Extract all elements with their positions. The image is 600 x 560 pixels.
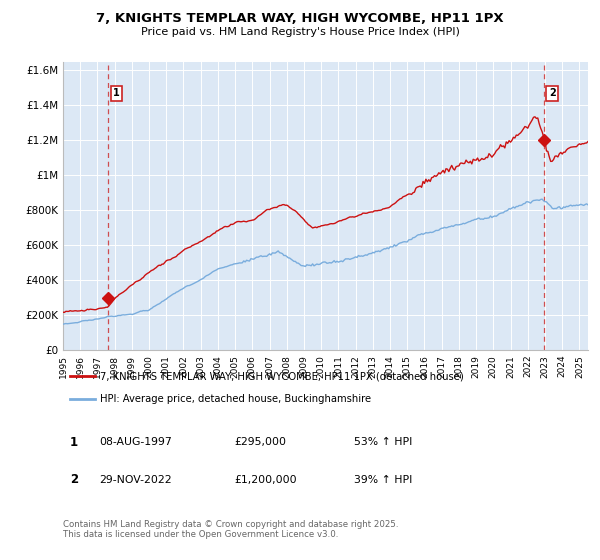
- Text: Contains HM Land Registry data © Crown copyright and database right 2025.
This d: Contains HM Land Registry data © Crown c…: [63, 520, 398, 539]
- Text: 1: 1: [113, 88, 120, 99]
- Text: 08-AUG-1997: 08-AUG-1997: [99, 437, 172, 447]
- Text: 2: 2: [549, 88, 556, 99]
- Text: 1: 1: [70, 436, 78, 449]
- Text: HPI: Average price, detached house, Buckinghamshire: HPI: Average price, detached house, Buck…: [100, 394, 371, 404]
- Text: £295,000: £295,000: [234, 437, 286, 447]
- Text: 29-NOV-2022: 29-NOV-2022: [99, 475, 172, 485]
- Text: Price paid vs. HM Land Registry's House Price Index (HPI): Price paid vs. HM Land Registry's House …: [140, 27, 460, 37]
- Text: 39% ↑ HPI: 39% ↑ HPI: [354, 475, 412, 485]
- Text: £1,200,000: £1,200,000: [234, 475, 296, 485]
- Text: 53% ↑ HPI: 53% ↑ HPI: [354, 437, 412, 447]
- Text: 7, KNIGHTS TEMPLAR WAY, HIGH WYCOMBE, HP11 1PX (detached house): 7, KNIGHTS TEMPLAR WAY, HIGH WYCOMBE, HP…: [100, 371, 464, 381]
- Text: 2: 2: [70, 473, 78, 487]
- Text: 7, KNIGHTS TEMPLAR WAY, HIGH WYCOMBE, HP11 1PX: 7, KNIGHTS TEMPLAR WAY, HIGH WYCOMBE, HP…: [96, 12, 504, 25]
